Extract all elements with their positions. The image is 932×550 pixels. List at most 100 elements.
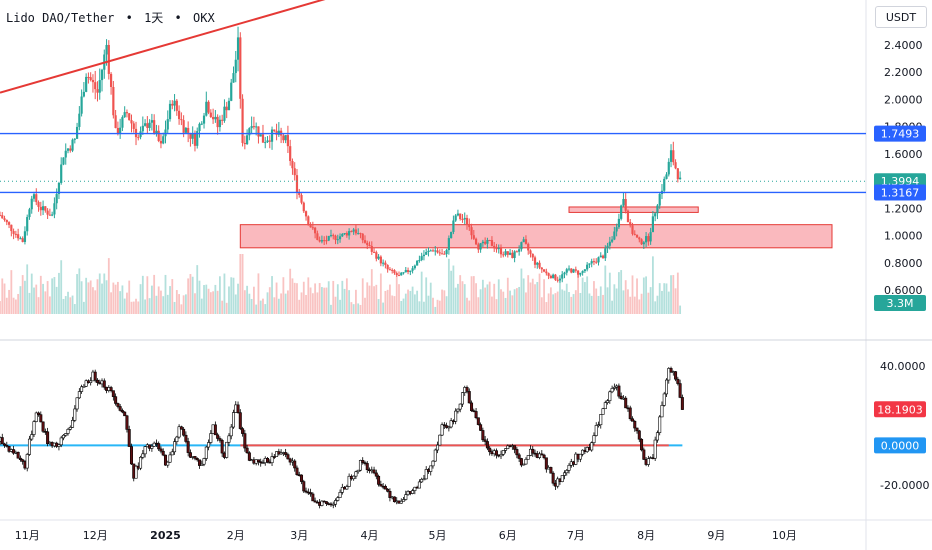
candle-body[interactable]	[98, 80, 101, 93]
candle-body[interactable]	[55, 194, 58, 204]
candle-body[interactable]	[182, 120, 185, 133]
candle-body[interactable]	[647, 236, 650, 242]
candle-body[interactable]	[506, 251, 509, 255]
candle-body[interactable]	[576, 270, 580, 275]
candle-body[interactable]	[7, 222, 11, 225]
candle-body[interactable]	[615, 227, 618, 232]
candle-body[interactable]	[193, 133, 197, 146]
candle-body[interactable]	[246, 135, 249, 145]
candle-body[interactable]	[14, 233, 17, 235]
candle-body[interactable]	[148, 122, 151, 128]
candle-body[interactable]	[282, 135, 285, 141]
candle-body[interactable]	[481, 241, 484, 244]
candle-body[interactable]	[107, 44, 110, 74]
candle-body[interactable]	[420, 256, 423, 260]
candle-body[interactable]	[318, 239, 321, 242]
candle-body[interactable]	[529, 250, 532, 254]
candle-body[interactable]	[375, 252, 378, 259]
candle-body[interactable]	[230, 82, 233, 101]
candle-body[interactable]	[497, 248, 500, 250]
candle-body[interactable]	[549, 275, 552, 279]
candle-body[interactable]	[490, 240, 494, 246]
candle-body[interactable]	[307, 216, 310, 226]
candle-body[interactable]	[642, 242, 645, 245]
candle-body[interactable]	[359, 233, 362, 235]
candle-body[interactable]	[567, 268, 571, 270]
candle-body[interactable]	[395, 273, 398, 276]
candle-body[interactable]	[654, 213, 657, 217]
candle-body[interactable]	[651, 216, 655, 233]
price-zone-2[interactable]	[568, 206, 699, 213]
candle-body[interactable]	[631, 225, 634, 234]
candle-body[interactable]	[316, 233, 319, 240]
candle-body[interactable]	[239, 37, 242, 99]
candle-body[interactable]	[116, 127, 119, 134]
candle-body[interactable]	[284, 135, 287, 141]
candle-body[interactable]	[332, 235, 335, 237]
candle-body[interactable]	[447, 238, 450, 251]
candle-body[interactable]	[205, 101, 208, 116]
candle-body[interactable]	[211, 116, 215, 120]
candle-body[interactable]	[484, 241, 487, 244]
candle-body[interactable]	[173, 100, 176, 106]
candle-body[interactable]	[531, 253, 534, 258]
candle-body[interactable]	[121, 117, 124, 128]
candle-body[interactable]	[123, 112, 126, 118]
candle-body[interactable]	[198, 123, 201, 132]
candle-body[interactable]	[150, 120, 153, 123]
candle-body[interactable]	[440, 253, 444, 255]
candle-body[interactable]	[196, 131, 199, 146]
candle-body[interactable]	[309, 225, 312, 228]
candle-body[interactable]	[674, 162, 677, 169]
candle-body[interactable]	[232, 73, 235, 83]
candle-body[interactable]	[538, 262, 541, 268]
candle-body[interactable]	[286, 135, 290, 147]
candle-body[interactable]	[53, 203, 56, 215]
candle-body[interactable]	[366, 242, 369, 246]
candle-body[interactable]	[617, 218, 620, 228]
candle-body[interactable]	[468, 223, 471, 228]
candle-body[interactable]	[388, 269, 392, 271]
candle-body[interactable]	[418, 259, 421, 261]
candle-body[interactable]	[73, 138, 76, 140]
candle-body[interactable]	[676, 168, 679, 180]
candle-body[interactable]	[601, 255, 605, 259]
candle-body[interactable]	[105, 44, 108, 55]
candle-body[interactable]	[21, 238, 24, 242]
candle-body[interactable]	[443, 253, 446, 255]
candle-body[interactable]	[320, 240, 324, 242]
candle-body[interactable]	[438, 252, 441, 254]
candle-body[interactable]	[125, 112, 129, 114]
candle-body[interactable]	[452, 220, 455, 232]
candle-body[interactable]	[542, 269, 546, 272]
candle-body[interactable]	[82, 91, 85, 97]
candle-body[interactable]	[323, 240, 326, 242]
candle-body[interactable]	[48, 214, 51, 216]
candle-body[interactable]	[413, 265, 416, 269]
candle-body[interactable]	[23, 231, 27, 242]
candle-body[interactable]	[635, 234, 639, 238]
candle-body[interactable]	[214, 116, 217, 120]
exchange-label[interactable]: OKX	[193, 11, 215, 25]
candle-body[interactable]	[180, 119, 183, 121]
price-zone-1[interactable]	[239, 224, 833, 249]
candle-body[interactable]	[450, 231, 453, 239]
candle-body[interactable]	[579, 272, 582, 275]
candle-body[interactable]	[336, 239, 339, 241]
candle-body[interactable]	[100, 69, 104, 81]
candle-body[interactable]	[207, 101, 210, 113]
candle-body[interactable]	[80, 96, 83, 114]
candle-body[interactable]	[62, 157, 65, 165]
candle-body[interactable]	[368, 245, 371, 247]
candle-body[interactable]	[132, 123, 135, 129]
candle-body[interactable]	[397, 275, 401, 277]
candle-body[interactable]	[128, 113, 131, 121]
candle-body[interactable]	[504, 251, 507, 255]
candle-body[interactable]	[325, 240, 328, 242]
candle-body[interactable]	[400, 272, 403, 276]
candle-body[interactable]	[606, 245, 609, 249]
candle-body[interactable]	[302, 202, 305, 212]
candle-body[interactable]	[295, 175, 299, 193]
candle-body[interactable]	[91, 79, 95, 83]
